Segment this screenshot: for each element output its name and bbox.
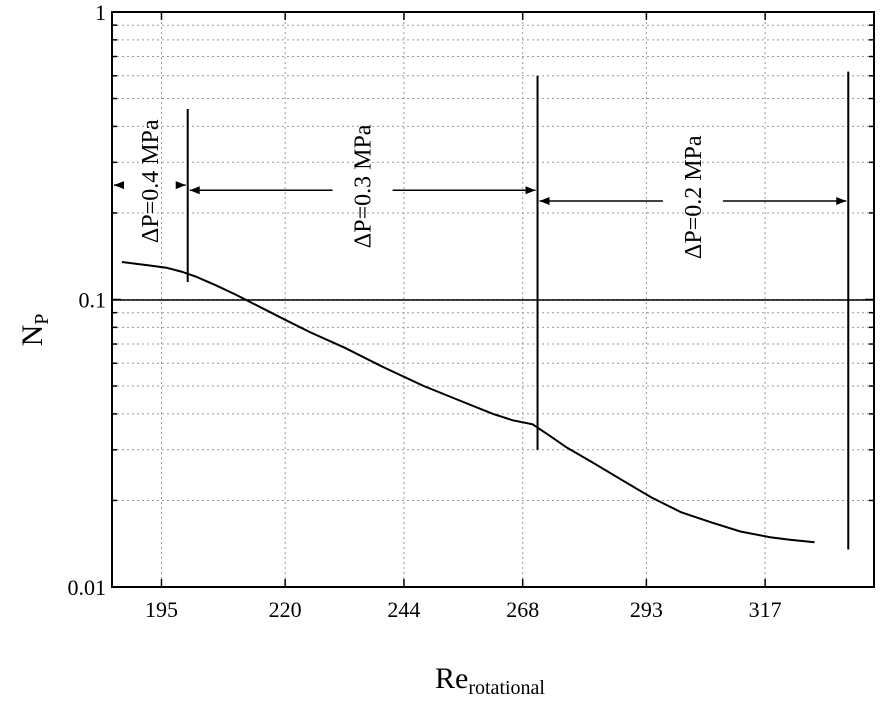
arrow-head xyxy=(175,181,186,190)
y-axis-title: NP xyxy=(16,314,53,347)
x-tick-label: 220 xyxy=(269,597,302,622)
x-tick-label: 317 xyxy=(749,597,782,622)
arrow-head xyxy=(539,197,550,206)
x-tick-label: 293 xyxy=(630,597,663,622)
x-tick-label: 244 xyxy=(387,597,420,622)
arrow-head xyxy=(189,186,200,195)
x-ticks: 195 220 244 268 293 317 xyxy=(145,12,782,622)
x-tick-label: 268 xyxy=(506,597,539,622)
pressure-label: ΔP=0.2 MPa xyxy=(681,135,707,259)
y-ticks: 0.01 0.1 1 xyxy=(68,0,874,600)
y-tick-label: 0.1 xyxy=(79,288,107,313)
x-tick-label: 195 xyxy=(145,597,178,622)
arrow-head xyxy=(114,181,124,190)
pressure-label: ΔP=0.3 MPa xyxy=(351,124,377,248)
arrow-head xyxy=(525,186,536,195)
series-line xyxy=(121,261,815,544)
y-tick-label: 1 xyxy=(95,0,106,25)
x-axis-title: Rerotational xyxy=(435,662,545,699)
pressure-boundaries xyxy=(186,71,850,550)
pressure-annotations: ΔP=0.4 MPa ΔP=0.3 MPa ΔP=0.2 MPa xyxy=(114,119,847,259)
pressure-label: ΔP=0.4 MPa xyxy=(138,119,164,243)
y-tick-label: 0.01 xyxy=(68,575,107,600)
arrow-head xyxy=(836,197,847,206)
